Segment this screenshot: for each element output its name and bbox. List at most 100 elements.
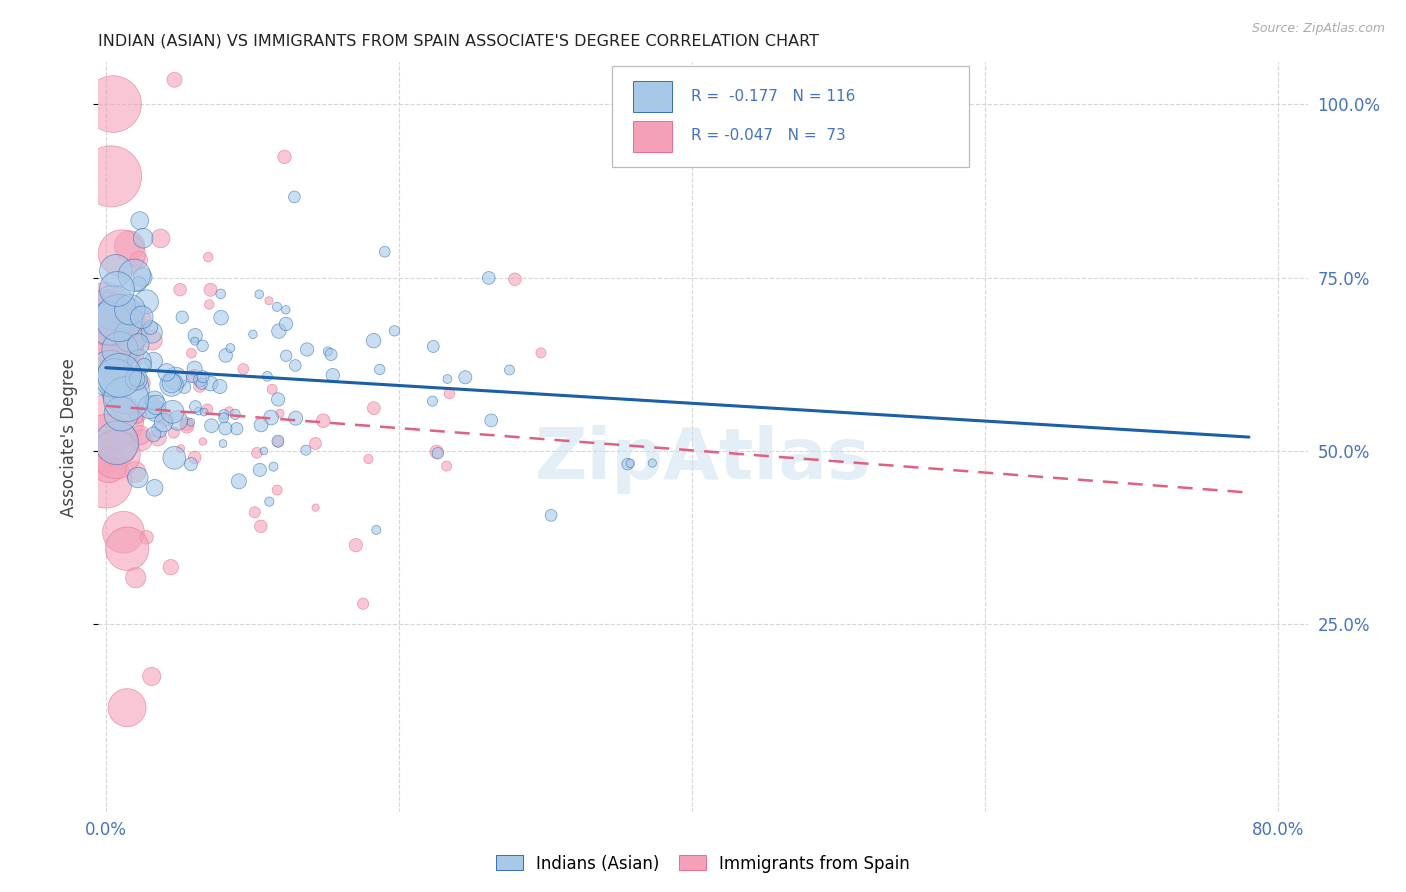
- Point: [159, 560, 181, 574]
- Point: [163, 72, 186, 87]
- Point: [141, 669, 163, 683]
- Point: [138, 400, 160, 414]
- Point: [284, 359, 307, 373]
- Point: [139, 320, 162, 334]
- Point: [124, 465, 146, 479]
- Point: [273, 150, 295, 164]
- Point: [128, 213, 150, 227]
- Point: [176, 417, 198, 431]
- Point: [193, 405, 215, 419]
- Point: [295, 343, 318, 357]
- Point: [352, 597, 374, 611]
- Point: [132, 231, 155, 245]
- Point: [197, 402, 219, 417]
- Point: [114, 383, 136, 397]
- Point: [155, 411, 177, 425]
- Point: [215, 348, 238, 362]
- Point: [191, 434, 214, 449]
- Point: [115, 333, 138, 347]
- Point: [249, 463, 271, 477]
- Point: [200, 376, 222, 391]
- Point: [98, 316, 121, 330]
- Point: [180, 346, 202, 360]
- Point: [212, 436, 235, 450]
- Point: [127, 407, 149, 421]
- Point: [374, 244, 396, 259]
- Point: [212, 410, 235, 425]
- Point: [104, 345, 127, 359]
- Point: [183, 369, 205, 384]
- Point: [124, 268, 146, 282]
- Point: [160, 377, 183, 392]
- Point: [131, 270, 153, 285]
- Point: [97, 458, 120, 472]
- Point: [366, 523, 388, 537]
- Point: [225, 422, 247, 436]
- Point: [141, 326, 163, 340]
- Point: [250, 417, 273, 432]
- Y-axis label: Associate's Degree: Associate's Degree: [59, 358, 77, 516]
- Point: [267, 434, 290, 449]
- Point: [247, 287, 270, 301]
- Point: [188, 373, 211, 387]
- Point: [115, 541, 138, 556]
- Point: [232, 362, 254, 376]
- Point: [97, 436, 120, 450]
- Point: [284, 411, 307, 425]
- Point: [384, 324, 406, 338]
- Point: [426, 445, 449, 459]
- Point: [142, 427, 165, 442]
- Point: [163, 450, 186, 465]
- Point: [422, 394, 444, 409]
- Point: [165, 371, 187, 385]
- Point: [100, 169, 122, 184]
- Point: [105, 282, 128, 296]
- Point: [267, 392, 290, 407]
- Point: [170, 442, 193, 456]
- Point: [439, 386, 461, 401]
- Point: [131, 433, 153, 447]
- Point: [107, 334, 129, 349]
- Point: [530, 346, 553, 360]
- Point: [145, 398, 167, 412]
- Text: R = -0.047   N =  73: R = -0.047 N = 73: [690, 128, 845, 143]
- Point: [319, 347, 342, 361]
- Point: [188, 379, 211, 393]
- Point: [246, 446, 269, 460]
- Point: [198, 297, 221, 311]
- Point: [641, 456, 664, 470]
- Point: [316, 344, 339, 359]
- Point: [110, 407, 132, 421]
- Point: [259, 494, 281, 508]
- Point: [105, 435, 128, 450]
- Point: [304, 436, 326, 450]
- Point: [262, 382, 284, 396]
- Point: [363, 401, 385, 416]
- Point: [540, 508, 562, 523]
- Point: [128, 277, 150, 292]
- Point: [436, 458, 458, 473]
- Point: [131, 376, 153, 390]
- Point: [173, 380, 195, 394]
- Point: [267, 324, 290, 338]
- Text: R =  -0.177   N = 116: R = -0.177 N = 116: [690, 88, 855, 103]
- Point: [224, 408, 246, 422]
- Point: [212, 408, 235, 422]
- Point: [97, 306, 120, 320]
- Point: [357, 452, 380, 467]
- Point: [274, 302, 297, 317]
- Point: [363, 334, 385, 348]
- Point: [312, 414, 335, 428]
- Point: [295, 443, 318, 458]
- Text: ZipAtlas: ZipAtlas: [536, 425, 870, 494]
- Point: [172, 310, 194, 325]
- Point: [322, 368, 344, 383]
- Point: [180, 457, 202, 471]
- Point: [183, 450, 205, 465]
- Point: [228, 475, 250, 489]
- Point: [101, 97, 124, 112]
- Point: [503, 272, 526, 286]
- Point: [98, 312, 121, 326]
- Point: [200, 283, 222, 297]
- Point: [143, 393, 166, 408]
